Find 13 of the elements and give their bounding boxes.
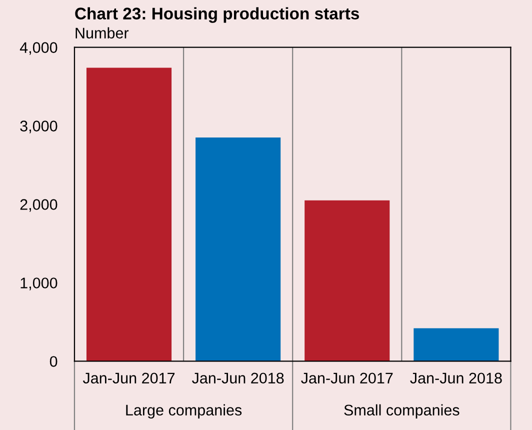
- x-tick-label: Jan-Jun 2017: [301, 372, 393, 384]
- y-tick-label: 4,000: [20, 42, 58, 55]
- x-tick-label: Jan-Jun 2018: [410, 372, 502, 384]
- y-tick-label: 1,000: [20, 278, 58, 290]
- y-tick-label: 2,000: [20, 199, 58, 212]
- x-tick-label: Jan-Jun 2017: [82, 372, 175, 384]
- text: Small companies: [344, 404, 460, 419]
- x-tick-label: Jan-Jun 2018: [192, 372, 284, 384]
- y-tick-label: 0: [50, 356, 58, 367]
- chart-title: Chart 23: Housing production starts: [75, 7, 359, 23]
- text: Large companies: [126, 404, 242, 419]
- y-axis-title: Number: [76, 27, 129, 38]
- y-tick-label: 3,000: [20, 120, 58, 134]
